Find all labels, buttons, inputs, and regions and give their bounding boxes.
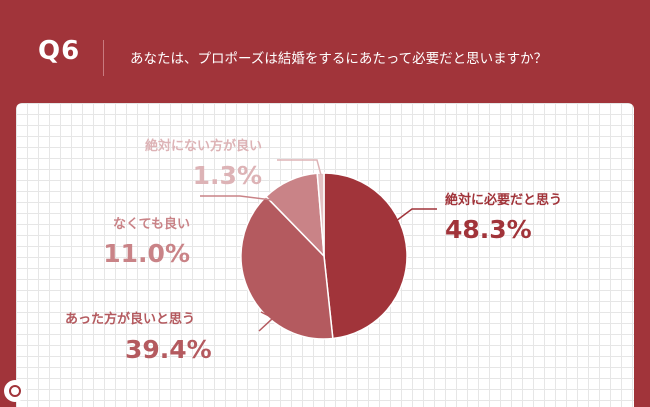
leader-line bbox=[277, 159, 322, 176]
slice-label: 絶対に必要だと思う bbox=[444, 192, 562, 208]
pie-slice bbox=[240, 195, 334, 340]
brand-logo-icon bbox=[4, 380, 26, 402]
slice-value-label: 48.3% bbox=[445, 215, 532, 244]
slice-value-label: 1.3% bbox=[193, 161, 262, 190]
leader-line bbox=[258, 311, 275, 332]
header: Q6 あなたは、プロポーズは結婚をするにあたって必要だと思いますか？ bbox=[0, 0, 650, 100]
pie-slice bbox=[323, 172, 408, 340]
slice-value-label: 11.0% bbox=[103, 239, 190, 268]
leader-line bbox=[391, 208, 437, 225]
slice-label: あった方が良いと思う bbox=[65, 311, 195, 327]
leader-line bbox=[200, 195, 273, 201]
header-divider bbox=[103, 40, 104, 76]
slice-label: なくても良い bbox=[113, 216, 190, 232]
slice-label: 絶対にない方が良い bbox=[144, 138, 262, 154]
question-number: Q6 bbox=[38, 36, 81, 66]
question-text: あなたは、プロポーズは結婚をするにあたって必要だと思いますか？ bbox=[130, 51, 548, 67]
slice-value-label: 39.4% bbox=[125, 335, 212, 364]
